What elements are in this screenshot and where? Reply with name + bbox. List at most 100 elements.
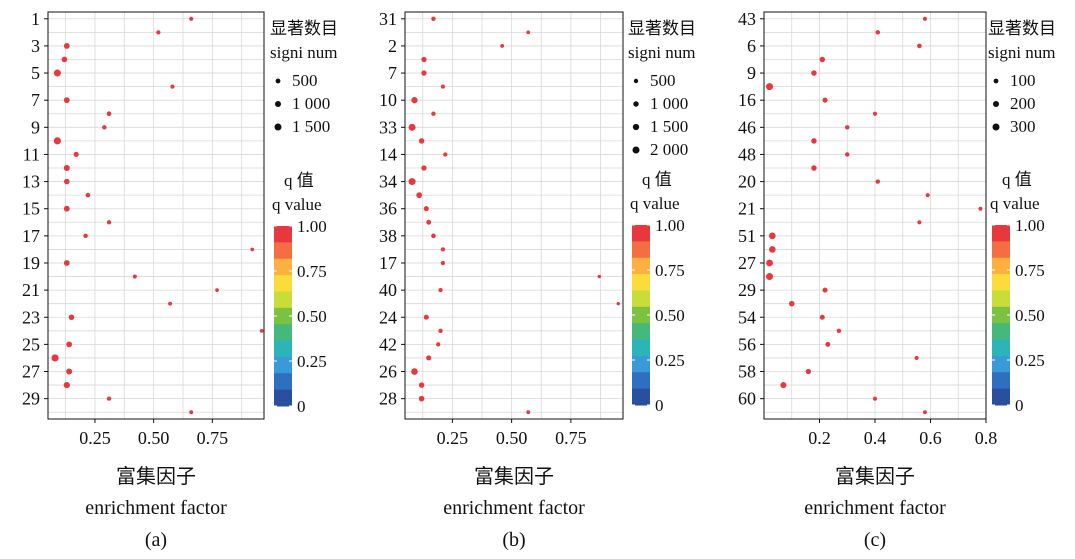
data-point xyxy=(978,206,983,211)
color-bar-segment xyxy=(992,315,1010,324)
color-bar-segment xyxy=(632,225,650,234)
size-legend-marker xyxy=(993,78,999,84)
data-point xyxy=(416,192,423,199)
data-point xyxy=(811,138,817,144)
y-tick-label: 16 xyxy=(738,90,756,110)
color-bar-segment xyxy=(274,275,292,284)
data-point xyxy=(63,97,70,104)
panel-caption: (b) xyxy=(502,529,525,551)
size-legend-title-en: signi num xyxy=(988,43,1056,62)
data-point xyxy=(106,220,112,225)
y-tick-label: 33 xyxy=(379,117,397,137)
color-legend-label: 0 xyxy=(297,397,306,416)
size-legend-label: 500 xyxy=(650,71,676,90)
x-axis-title-zh: 富集因子 xyxy=(474,465,554,488)
data-point xyxy=(526,30,531,35)
y-tick-label: 20 xyxy=(738,172,756,192)
color-bar-segment xyxy=(632,347,650,357)
color-bar-segment xyxy=(274,332,292,342)
size-legend-marker xyxy=(275,78,281,84)
color-bar-segment xyxy=(274,381,292,391)
data-point xyxy=(766,273,774,281)
color-bar-segment xyxy=(274,234,292,243)
y-tick-label: 9 xyxy=(747,63,756,83)
data-point xyxy=(250,247,255,252)
y-tick-label: 17 xyxy=(22,226,40,246)
data-point xyxy=(440,247,446,252)
color-legend: q 值 q value 1.00 0.75 0.50 0.25 0 xyxy=(990,170,1045,415)
data-point xyxy=(819,314,825,320)
data-point xyxy=(438,328,443,333)
size-legend-marker xyxy=(992,100,1000,108)
data-point xyxy=(431,233,436,239)
data-point xyxy=(922,16,928,21)
panel-caption: (c) xyxy=(864,529,886,551)
size-legend-label: 300 xyxy=(1010,117,1036,136)
data-point xyxy=(106,111,112,117)
size-legend-label: 2 000 xyxy=(650,140,688,159)
data-point xyxy=(788,300,795,307)
color-legend-label: 0.75 xyxy=(655,261,685,280)
y-tick-label: 21 xyxy=(738,199,756,219)
data-point xyxy=(68,314,75,321)
data-point xyxy=(421,70,427,76)
y-tick-label: 38 xyxy=(379,226,397,246)
data-point xyxy=(436,342,441,347)
x-tick-label: 0.50 xyxy=(138,428,170,448)
data-point xyxy=(66,341,73,348)
data-point xyxy=(917,43,922,49)
y-tick-label: 7 xyxy=(388,63,397,83)
data-point xyxy=(102,125,107,130)
data-point xyxy=(925,193,930,198)
data-point xyxy=(443,152,448,157)
color-bar-segment xyxy=(274,356,292,366)
color-legend-title-zh: q 值 xyxy=(642,170,672,189)
data-point xyxy=(215,288,219,292)
color-bar-segment xyxy=(274,373,292,382)
size-legend-label: 100 xyxy=(1010,71,1036,90)
color-bar-segment xyxy=(992,306,1010,316)
color-bar-segment xyxy=(992,249,1010,259)
y-tick-label: 26 xyxy=(379,362,397,382)
data-point xyxy=(418,382,425,388)
color-bar-segment xyxy=(632,282,650,291)
y-tick-label: 7 xyxy=(31,90,40,110)
data-point xyxy=(63,381,70,389)
size-legend-label: 1 000 xyxy=(650,94,688,113)
color-legend-label: 1.00 xyxy=(1015,216,1045,235)
x-axis-title-zh: 富集因子 xyxy=(835,465,915,488)
color-bar-segment xyxy=(274,316,292,325)
data-point xyxy=(766,83,774,91)
color-bar-segment xyxy=(632,241,650,251)
color-legend-title-en: q value xyxy=(272,195,322,214)
color-bar-segment xyxy=(992,241,1010,251)
color-bar-segment xyxy=(632,290,650,300)
plot-frame xyxy=(47,11,265,420)
data-point xyxy=(836,328,842,334)
color-bar-segment xyxy=(992,355,1010,365)
data-point xyxy=(825,341,831,347)
data-point xyxy=(421,165,427,171)
color-legend-label: 0.50 xyxy=(655,306,685,325)
data-point xyxy=(53,69,61,77)
plot-area xyxy=(48,12,264,419)
x-tick-label: 0.8 xyxy=(975,428,998,448)
color-legend-label: 0.50 xyxy=(297,307,327,326)
size-legend-marker xyxy=(633,101,639,107)
color-bar-segment xyxy=(992,257,1010,267)
size-legend: 显著数目 signi num 100 200 300 xyxy=(988,19,1056,136)
data-point xyxy=(426,219,432,225)
color-legend-title-zh: q 值 xyxy=(1002,170,1032,189)
data-point xyxy=(438,287,443,293)
size-legend-title-zh: 显著数目 xyxy=(988,19,1056,38)
data-point xyxy=(875,179,881,184)
size-legend-label: 1 000 xyxy=(292,94,330,113)
color-bar-segment xyxy=(632,257,650,267)
y-tick-label: 2 xyxy=(388,36,397,56)
color-bar-segment xyxy=(992,396,1010,406)
y-tick-label: 27 xyxy=(22,362,40,382)
color-bar-segment xyxy=(632,265,650,275)
y-tick-label: 29 xyxy=(22,389,40,409)
size-legend-marker xyxy=(632,123,640,131)
